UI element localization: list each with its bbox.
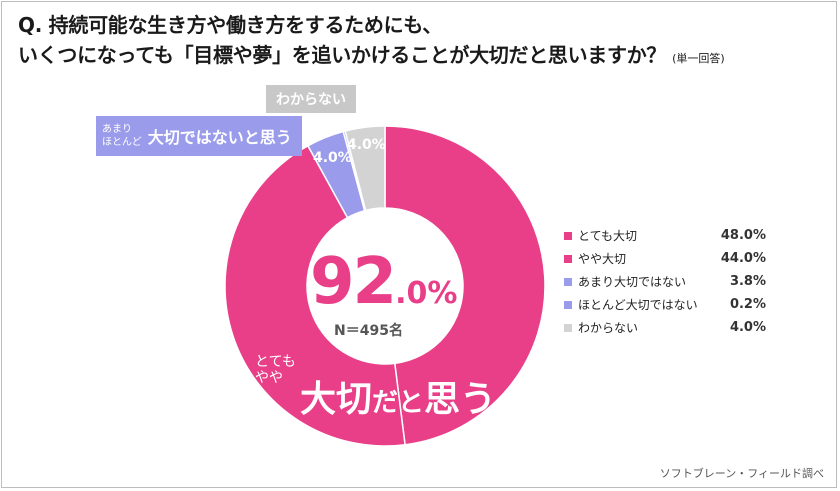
center-total-percent: 92.0% <box>310 250 457 314</box>
legend-item: とても大切 48.0% <box>564 224 766 247</box>
legend-value: 4.0% <box>729 320 766 335</box>
legend-swatch <box>564 277 572 286</box>
answer-type-note: (単一回答) <box>672 52 725 65</box>
sample-size: N＝495名 <box>334 323 403 339</box>
legend-label: やや大切 <box>578 252 627 266</box>
callout-important-word1: 大切 <box>300 379 373 420</box>
legend-value: 44.0% <box>720 251 766 266</box>
callout-qualifier-totemo: とても <box>255 354 296 370</box>
callout-unknown: わからない <box>266 85 356 113</box>
callout-important-word2: だと <box>372 388 425 418</box>
legend-swatch <box>564 323 572 332</box>
callout-important-word3: 思う <box>424 379 497 420</box>
legend-value: 0.2% <box>729 297 766 312</box>
question-line-1: Q. 持続可能な生き方や働き方をするためにも、 <box>18 13 443 37</box>
callout-not-important-qualifiers: あまり ほとんど <box>102 123 142 149</box>
legend-item: ほとんど大切ではない 0.2% <box>564 293 766 316</box>
legend-item: やや大切 44.0% <box>564 247 766 270</box>
center-percent-decimal: .0% <box>395 276 458 311</box>
legend-swatch <box>564 231 572 240</box>
legend: とても大切 48.0% やや大切 44.0% あまり大切ではない 3.8% ほと… <box>564 224 766 339</box>
donut-slice <box>384 125 546 446</box>
callout-qualifier-yaya: やや <box>255 370 283 386</box>
callout-qualifier-amari: あまり <box>102 124 132 135</box>
question-line-2: いくつになっても「目標や夢」を追いかけることが大切だと思いますか？ (単一回答) <box>18 40 725 74</box>
legend-swatch <box>564 254 572 263</box>
ring-label-negative: 4.0% <box>313 150 352 166</box>
question-line-2-text: いくつになっても「目標や夢」を追いかけることが大切だと思いますか？ <box>18 43 667 67</box>
legend-item: あまり大切ではない 3.8% <box>564 270 766 293</box>
legend-swatch <box>564 300 572 309</box>
legend-label: わからない <box>578 321 639 335</box>
legend-value: 3.8% <box>729 274 766 289</box>
donut-slice <box>344 125 386 212</box>
callout-not-important: あまり ほとんど 大切ではないと思う <box>96 116 302 156</box>
legend-item: わからない 4.0% <box>564 316 766 339</box>
question-title: Q. 持続可能な生き方や働き方をするためにも、 いくつになっても「目標や夢」を追… <box>18 10 725 74</box>
callout-qualifier-hotondo: ほとんど <box>102 137 142 148</box>
legend-label: あまり大切ではない <box>578 275 687 289</box>
callout-important-text: 大切だと思う <box>300 380 496 423</box>
donut-slice <box>224 144 406 447</box>
ring-label-unknown: 4.0% <box>347 137 386 153</box>
source-note: ソフトブレーン・フィールド調べ <box>659 467 824 480</box>
callout-not-important-text: 大切ではないと思う <box>147 128 292 147</box>
legend-value: 48.0% <box>720 228 766 243</box>
callout-important-qualifiers: とても やや <box>255 354 296 386</box>
legend-label: とても大切 <box>578 229 638 243</box>
center-percent-integer: 92 <box>310 245 397 319</box>
legend-label: ほとんど大切ではない <box>578 298 698 312</box>
